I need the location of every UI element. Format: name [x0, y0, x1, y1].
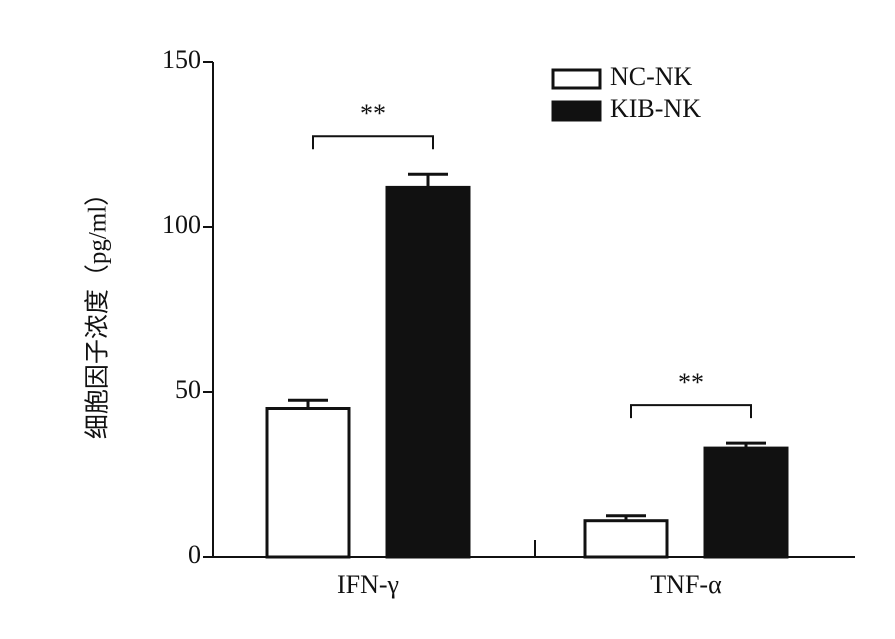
legend-swatch [551, 68, 602, 90]
legend-label: KIB-NK [610, 94, 701, 123]
significance-label: ** [360, 99, 386, 128]
y-axis-label: 细胞因子浓度（pg/ml） [84, 181, 112, 439]
x-tick-label: IFN-γ [337, 570, 399, 599]
y-tick-label: 50 [175, 375, 201, 404]
legend-swatch [551, 100, 602, 122]
x-tick-label: TNF-α [650, 570, 722, 599]
y-tick-label: 0 [188, 540, 201, 569]
significance-label: ** [678, 368, 704, 397]
bar [265, 407, 351, 559]
significance-bracket [630, 404, 752, 419]
legend-label: NC-NK [610, 62, 693, 91]
y-tick-label: 100 [162, 210, 201, 239]
y-tick-label: 150 [162, 45, 201, 74]
bar [385, 185, 471, 559]
bar [703, 446, 789, 559]
bar [583, 519, 669, 559]
significance-bracket [312, 135, 434, 150]
